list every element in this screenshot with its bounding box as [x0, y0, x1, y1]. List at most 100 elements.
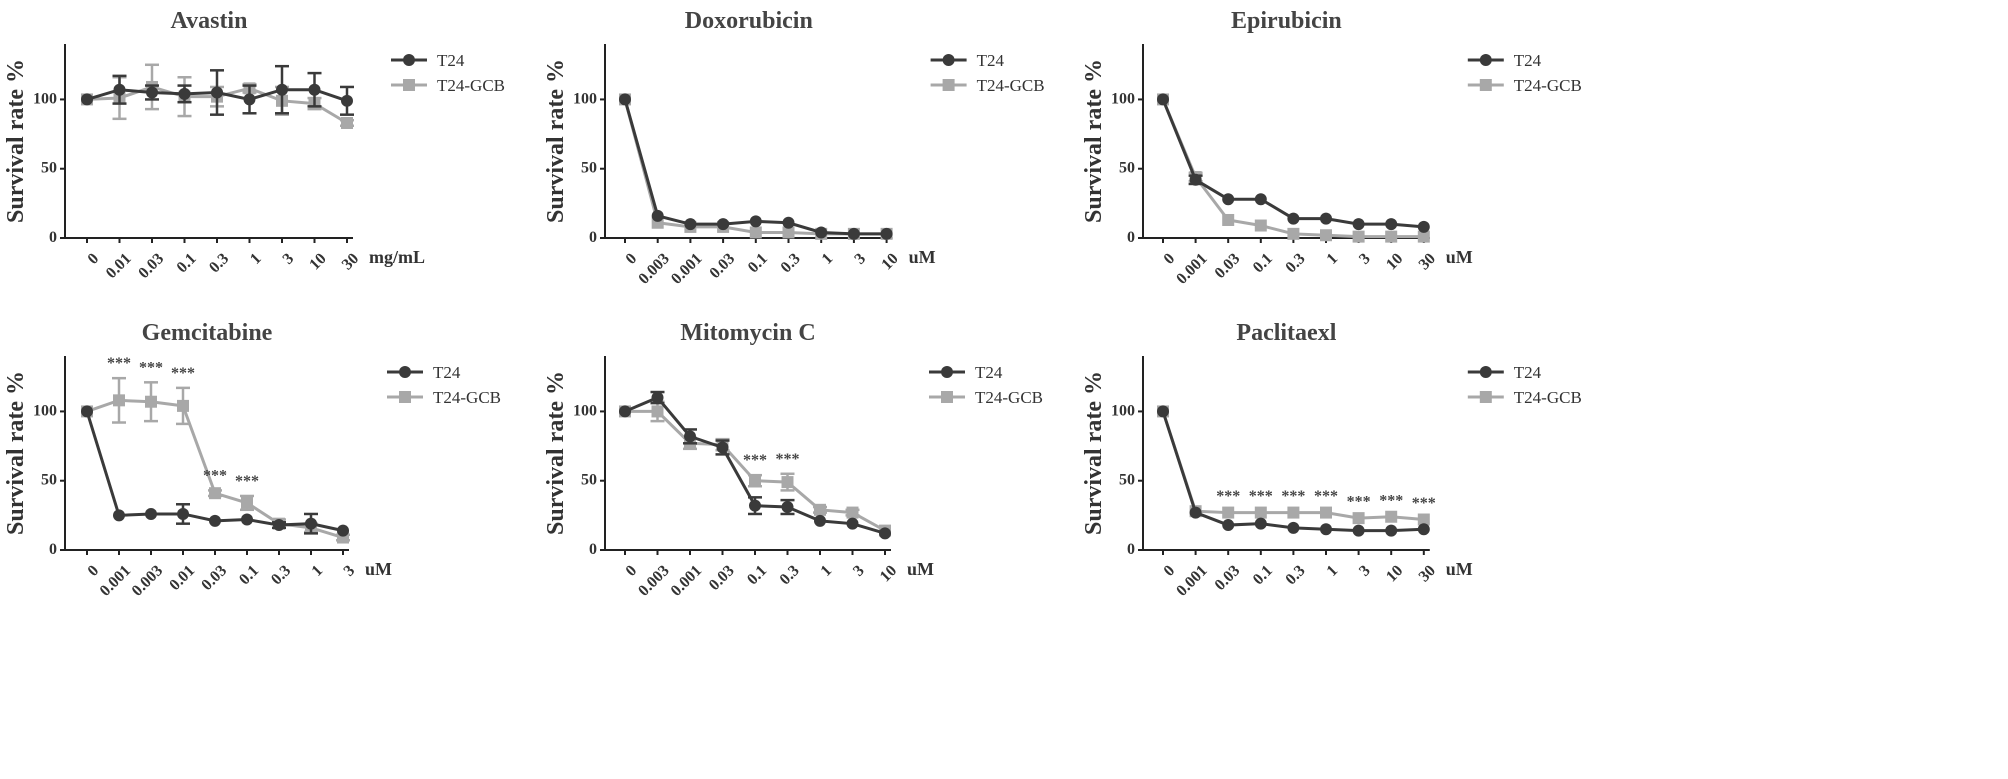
significance-marker: ***	[1314, 488, 1338, 505]
x-tick-label: 0.001	[1173, 250, 1210, 287]
data-point-t24-gcb	[749, 474, 761, 487]
legend-item: T24-GCB	[929, 388, 1043, 407]
data-point-t24-gcb	[1320, 229, 1332, 242]
data-point-t24	[684, 430, 696, 443]
y-axis-label: Survival rate %	[543, 59, 569, 223]
chart-title: Doxorubicin	[685, 8, 813, 34]
data-point-t24-gcb	[846, 506, 859, 519]
series-0	[81, 405, 349, 537]
legend-marker	[1479, 54, 1492, 66]
legend-item: T24	[929, 363, 1003, 382]
x-tick-label: 0.03	[706, 250, 738, 282]
data-point-t24-gcb	[241, 496, 253, 509]
chart-title: Avastin	[171, 8, 248, 34]
data-point-t24	[814, 514, 826, 527]
data-point-t24	[145, 507, 157, 520]
x-tick-label: 0.001	[1173, 562, 1210, 599]
data-point-t24	[651, 391, 664, 404]
data-point-t24	[846, 517, 859, 530]
data-point-t24	[1417, 220, 1430, 233]
legend-marker	[399, 366, 411, 378]
legend-label: T24	[437, 51, 465, 70]
y-tick-label: 50	[1119, 160, 1135, 177]
legend-marker	[1479, 79, 1492, 91]
data-point-t24	[243, 93, 256, 106]
data-point-t24	[1417, 523, 1430, 536]
data-point-t24-gcb	[1352, 512, 1365, 525]
x-tick-label: 0	[623, 250, 641, 268]
data-point-t24	[1222, 193, 1235, 206]
data-point-t24	[1320, 212, 1332, 225]
y-axis-label: Survival rate %	[543, 371, 569, 535]
legend-marker	[1479, 366, 1492, 378]
y-tick-label: 0	[589, 541, 597, 558]
data-point-t24	[305, 517, 317, 530]
x-tick-label: 0.03	[1212, 250, 1244, 282]
x-tick-label: 30	[339, 250, 362, 273]
x-tick-label: 0	[85, 250, 103, 268]
x-tick-label: 1	[309, 562, 327, 580]
data-point-t24	[81, 405, 93, 418]
x-tick-label: 3	[280, 250, 298, 268]
data-point-t24	[177, 507, 189, 520]
legend-label: T24-GCB	[975, 388, 1043, 407]
series-line	[623, 99, 887, 236]
data-point-t24	[1385, 524, 1398, 537]
legend-item: T24	[387, 363, 461, 382]
y-tick-label: 100	[573, 402, 597, 419]
significance-marker: ***	[235, 473, 259, 490]
x-tick-label: 0.1	[745, 250, 771, 276]
legend-label: T24-GCB	[1514, 76, 1582, 95]
data-point-t24	[1157, 93, 1169, 106]
legend-marker	[942, 54, 955, 66]
y-tick-label: 50	[41, 472, 57, 489]
x-tick-label: 0.003	[635, 562, 672, 599]
data-point-t24	[146, 86, 158, 99]
data-point-t24	[337, 524, 349, 537]
y-axis-label: Survival rate %	[3, 371, 29, 535]
chart-title: Paclitaexl	[1236, 320, 1336, 346]
data-point-t24	[273, 519, 285, 532]
significance-marker: ***	[1379, 492, 1403, 509]
data-point-t24	[749, 215, 762, 228]
x-tick-label: 0.03	[706, 562, 738, 594]
significance-marker: ***	[171, 365, 195, 382]
series-line	[1161, 98, 1424, 229]
data-point-t24	[717, 218, 730, 231]
significance-marker: ***	[743, 452, 767, 469]
legend-marker	[942, 79, 955, 91]
x-tick-label: 0.1	[744, 562, 770, 588]
data-point-t24	[1385, 218, 1398, 231]
x-tick-label: 0.1	[174, 250, 200, 276]
legend-marker	[403, 54, 415, 66]
data-point-t24	[781, 501, 794, 514]
x-axis-unit: uM	[907, 559, 934, 579]
data-point-t24	[1157, 405, 1169, 418]
y-tick-label: 0	[49, 541, 57, 558]
significance-marker: ***	[1216, 488, 1240, 505]
y-tick-label: 50	[581, 160, 597, 177]
data-point-t24	[815, 226, 828, 239]
x-tick-label: 0	[1161, 562, 1179, 580]
data-point-t24	[619, 93, 631, 106]
data-point-t24-gcb	[1417, 513, 1430, 526]
data-point-t24	[1352, 524, 1365, 537]
y-axis-label: Survival rate %	[1081, 59, 1107, 223]
data-point-t24-gcb	[1254, 219, 1267, 232]
y-tick-label: 100	[1111, 90, 1135, 107]
y-tick-label: 0	[49, 229, 57, 246]
x-axis-unit: uM	[909, 247, 936, 267]
x-tick-label: 3	[1356, 250, 1374, 268]
x-tick-label: 10	[1383, 562, 1406, 585]
data-point-t24	[308, 83, 321, 96]
x-tick-label: 0.3	[778, 250, 804, 276]
y-axis-label: Survival rate %	[1081, 371, 1107, 535]
series-0	[619, 93, 893, 240]
x-tick-label: 0.1	[1250, 250, 1276, 276]
data-point-t24	[1320, 523, 1332, 536]
y-tick-label: 50	[41, 160, 57, 177]
legend-label: T24	[975, 363, 1003, 382]
legend-item: T24-GCB	[391, 76, 505, 95]
